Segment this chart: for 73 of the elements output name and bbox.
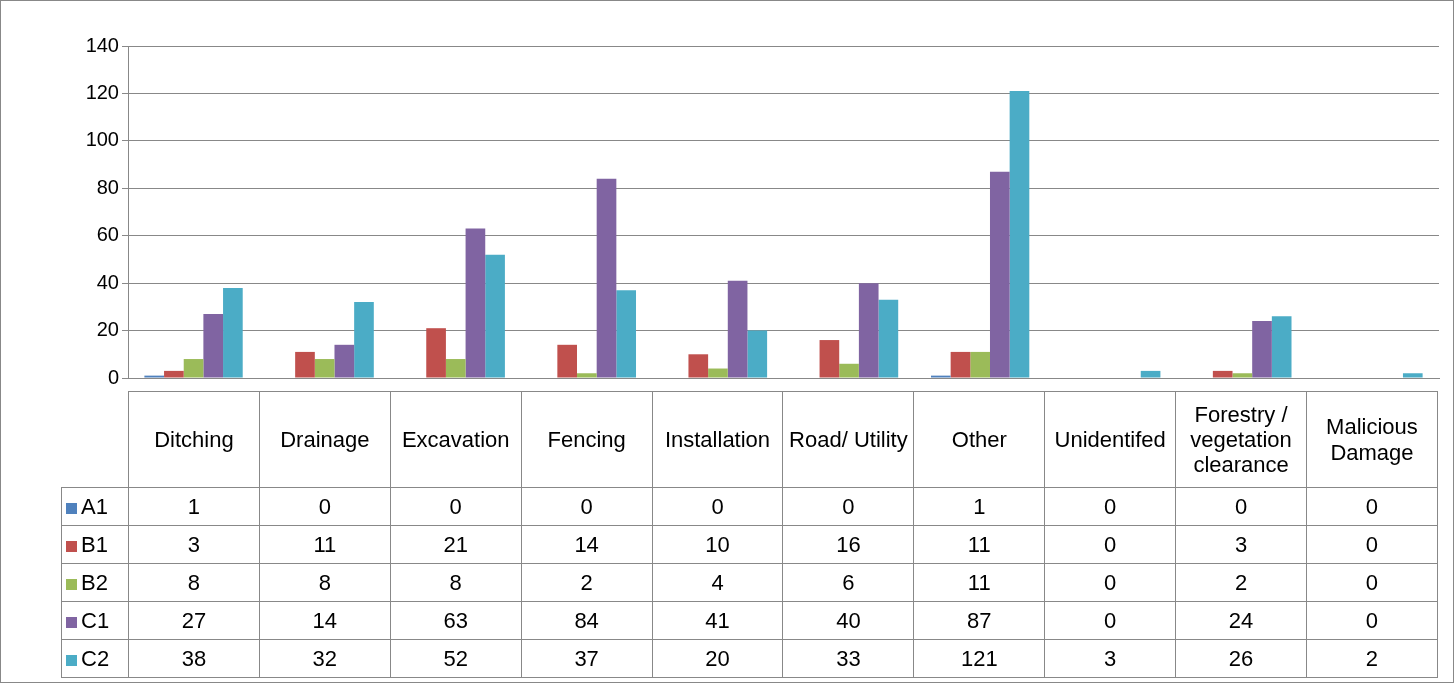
data-label: 11 bbox=[259, 525, 391, 564]
data-label: 27 bbox=[128, 601, 260, 640]
data-label: 3 bbox=[128, 525, 260, 564]
data-label: 1 bbox=[128, 487, 260, 526]
data-label: 0 bbox=[1306, 601, 1438, 640]
y-tick-label: 140 bbox=[85, 33, 119, 56]
x-tick-label: Forestry / vegetation clearance bbox=[1175, 391, 1307, 488]
data-label: 8 bbox=[128, 563, 260, 602]
data-label: 3 bbox=[1044, 639, 1176, 678]
data-label: 24 bbox=[1175, 601, 1307, 640]
data-label: 33 bbox=[782, 639, 914, 678]
data-label: 0 bbox=[1175, 487, 1307, 526]
data-label: 52 bbox=[390, 639, 522, 678]
x-tick-label: Drainage bbox=[259, 391, 391, 488]
data-label: 40 bbox=[782, 601, 914, 640]
data-label: 0 bbox=[390, 487, 522, 526]
data-label: 16 bbox=[782, 525, 914, 564]
data-label: 0 bbox=[1044, 601, 1176, 640]
data-label: 11 bbox=[913, 563, 1045, 602]
data-label: 3 bbox=[1175, 525, 1307, 564]
data-label: 11 bbox=[913, 525, 1045, 564]
x-tick-label: Excavation bbox=[390, 391, 522, 488]
x-tick-label: Other bbox=[913, 391, 1045, 488]
data-label: 0 bbox=[782, 487, 914, 526]
legend-label: A1 bbox=[61, 487, 129, 526]
data-label: 4 bbox=[652, 563, 783, 602]
data-label: 2 bbox=[1175, 563, 1307, 602]
y-tick-label: 60 bbox=[96, 223, 119, 246]
data-label: 14 bbox=[521, 525, 653, 564]
y-tick-label: 0 bbox=[107, 365, 119, 388]
y-tick-label: 80 bbox=[96, 175, 119, 198]
data-label: 32 bbox=[259, 639, 391, 678]
data-label: 121 bbox=[913, 639, 1045, 678]
data-label: 84 bbox=[521, 601, 653, 640]
data-label: 0 bbox=[521, 487, 653, 526]
data-label: 37 bbox=[521, 639, 653, 678]
data-label: 21 bbox=[390, 525, 522, 564]
data-label: 8 bbox=[390, 563, 522, 602]
y-tick-label: 40 bbox=[96, 270, 119, 293]
data-label: 20 bbox=[652, 639, 783, 678]
y-tick-label: 20 bbox=[96, 318, 119, 341]
x-tick-label: Malicious Damage bbox=[1306, 391, 1438, 488]
data-label: 14 bbox=[259, 601, 391, 640]
data-label: 2 bbox=[1306, 639, 1438, 678]
data-label: 0 bbox=[1044, 525, 1176, 564]
data-label: 63 bbox=[390, 601, 522, 640]
data-label: 0 bbox=[1044, 563, 1176, 602]
data-label: 26 bbox=[1175, 639, 1307, 678]
data-label: 6 bbox=[782, 563, 914, 602]
data-label: 10 bbox=[652, 525, 783, 564]
data-label: 0 bbox=[259, 487, 391, 526]
legend-label: B2 bbox=[61, 563, 129, 602]
y-tick-label: 120 bbox=[85, 80, 119, 103]
data-label: 8 bbox=[259, 563, 391, 602]
legend-label: B1 bbox=[61, 525, 129, 564]
legend-label: C2 bbox=[61, 639, 129, 678]
data-label: 38 bbox=[128, 639, 260, 678]
x-tick-label: Fencing bbox=[521, 391, 653, 488]
x-tick-label: Road/ Utility bbox=[782, 391, 914, 488]
data-label: 0 bbox=[1306, 525, 1438, 564]
x-tick-label: Ditching bbox=[128, 391, 260, 488]
data-label: 1 bbox=[913, 487, 1045, 526]
data-label: 0 bbox=[652, 487, 783, 526]
y-tick-label: 100 bbox=[85, 128, 119, 151]
data-label: 0 bbox=[1044, 487, 1176, 526]
x-tick-label: Installation bbox=[652, 391, 783, 488]
data-label: 87 bbox=[913, 601, 1045, 640]
x-tick-label: Unidentifed bbox=[1044, 391, 1176, 488]
data-label: 41 bbox=[652, 601, 783, 640]
data-label: 0 bbox=[1306, 563, 1438, 602]
data-label: 2 bbox=[521, 563, 653, 602]
legend-label: C1 bbox=[61, 601, 129, 640]
data-label: 0 bbox=[1306, 487, 1438, 526]
